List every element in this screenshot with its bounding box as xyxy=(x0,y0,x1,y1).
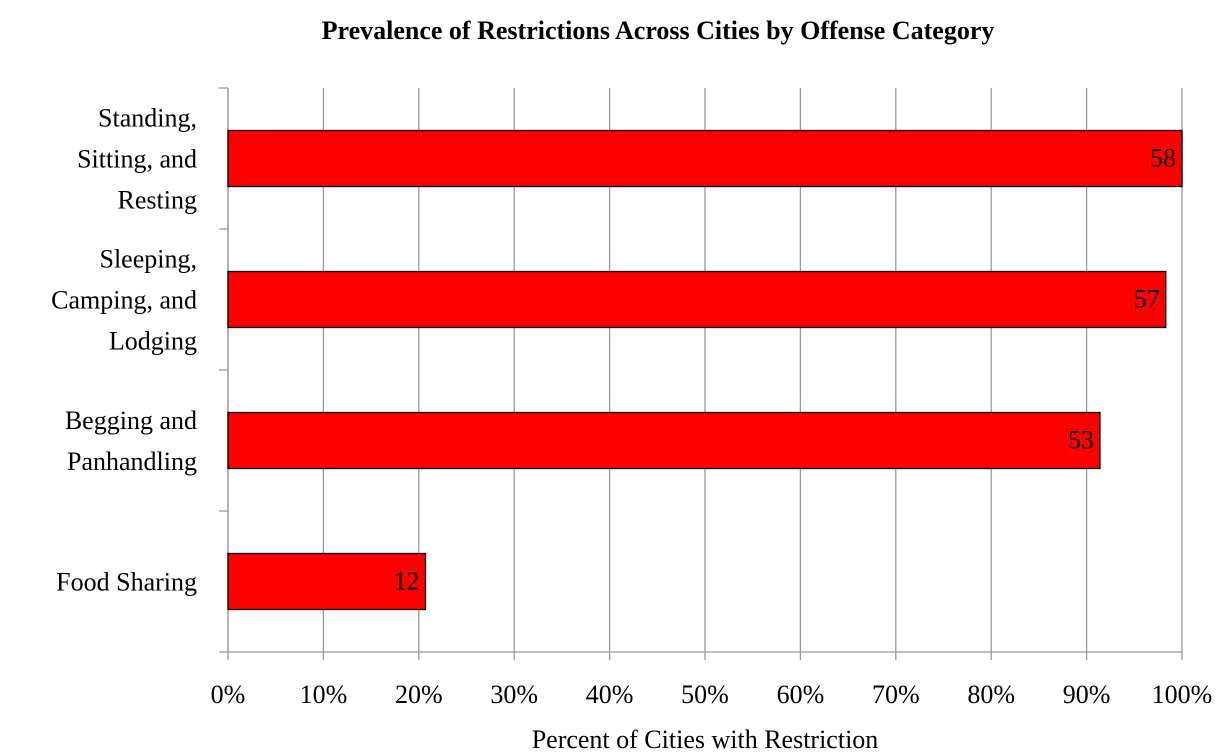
y-tick-label: Food Sharing xyxy=(56,567,197,596)
x-tick-label: 60% xyxy=(777,680,825,709)
x-tick-label: 10% xyxy=(300,680,348,709)
x-axis-title: Percent of Cities with Restriction xyxy=(532,725,879,754)
bar xyxy=(227,270,1167,329)
x-tick-label: 90% xyxy=(1063,680,1111,709)
y-tick-label: Standing, Sitting, and Resting xyxy=(77,103,197,214)
bar xyxy=(227,411,1101,470)
x-tick-label: 80% xyxy=(967,680,1015,709)
y-tick-label: Begging and Panhandling xyxy=(64,405,197,476)
x-tick-label: 100% xyxy=(1152,680,1213,709)
x-tick-label: 40% xyxy=(586,680,634,709)
bar xyxy=(227,552,427,611)
x-tick-label: 50% xyxy=(681,680,729,709)
chart-title: Prevalence of Restrictions Across Cities… xyxy=(322,16,995,45)
data-label: 12 xyxy=(393,566,419,595)
x-tick-label: 70% xyxy=(872,680,920,709)
x-tick-label: 0% xyxy=(211,680,246,709)
data-label: 58 xyxy=(1150,143,1176,172)
data-label: 57 xyxy=(1134,284,1160,313)
x-tick-label: 20% xyxy=(395,680,443,709)
y-tick-label: Sleeping, Camping, and Lodging xyxy=(51,244,197,355)
bar xyxy=(227,129,1183,188)
x-tick-label: 30% xyxy=(490,680,538,709)
data-label: 53 xyxy=(1068,425,1094,454)
